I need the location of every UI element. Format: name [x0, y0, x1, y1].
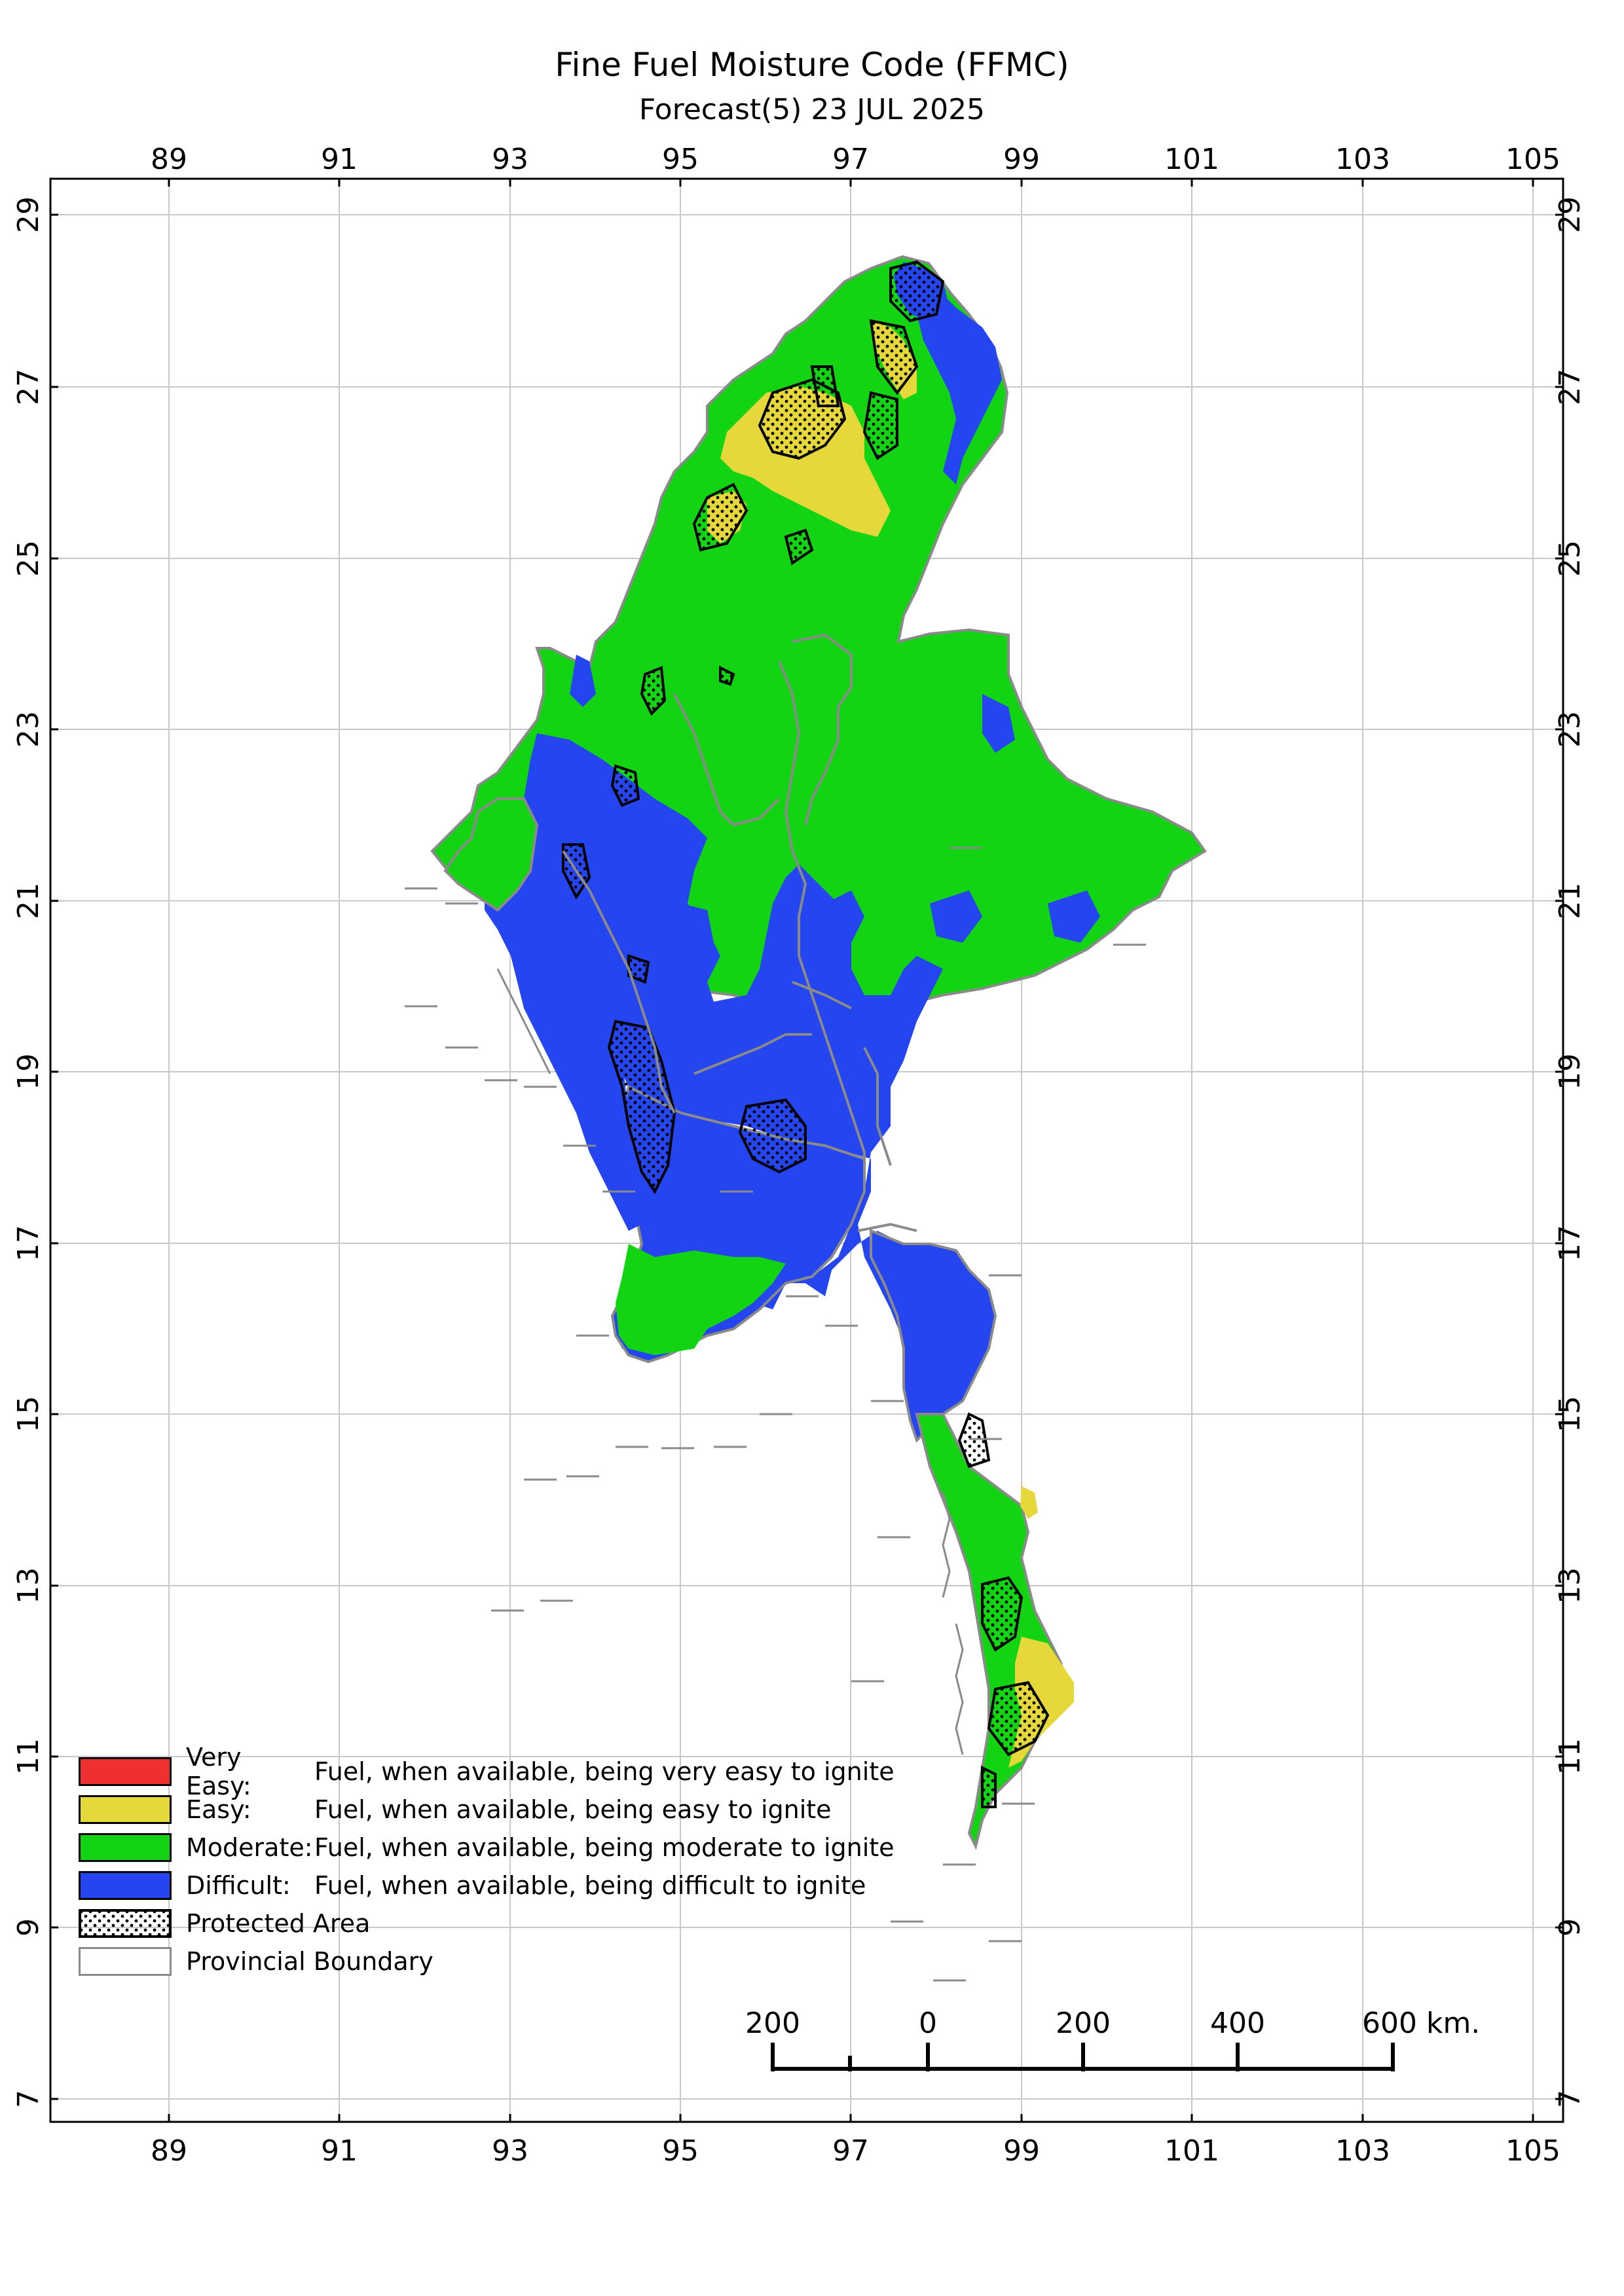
fuel-moisture-map: [405, 255, 1207, 1982]
scale-label-0: 200: [745, 2007, 800, 2040]
y-tick-label-left: 9: [12, 1918, 45, 1937]
legend-item-difficult: Difficult: Fuel, when available, being d…: [79, 1868, 866, 1903]
y-tick-label-right: 11: [1553, 1738, 1587, 1775]
legend-desc: Fuel, when available, being moderate to …: [314, 1833, 895, 1862]
x-tick-labels-bottom: 89 91 93 95 97 99 101 103 105: [151, 2134, 1560, 2168]
y-tick-label-right: 25: [1553, 540, 1587, 577]
y-tick-label-left: 17: [12, 1225, 45, 1262]
x-tick-label-top: 103: [1335, 143, 1390, 176]
x-tick-label-top: 97: [832, 143, 869, 176]
y-tick-label-right: 23: [1553, 711, 1587, 748]
map-frame: [49, 177, 1564, 2123]
x-tick-labels-top: 89 91 93 95 97 99 101 103 105: [151, 143, 1560, 176]
x-tick-label-top: 101: [1164, 143, 1219, 176]
scale-label-2: 200: [1056, 2007, 1111, 2040]
tick-marks: [50, 179, 1563, 2122]
x-tick-label-bottom: 89: [151, 2134, 187, 2168]
provincial-boundaries: [562, 633, 917, 1232]
y-tick-label-left: 13: [12, 1567, 45, 1604]
y-tick-label-right: 9: [1553, 1918, 1587, 1937]
legend-swatch-boundary: [79, 1947, 172, 1976]
legend-boundary-label: Provincial Boundary: [186, 1947, 434, 1976]
legend-desc: Fuel, when available, being difficult to…: [314, 1871, 866, 1900]
y-tick-label-right: 15: [1553, 1396, 1587, 1432]
y-tick-label-right: 29: [1553, 196, 1587, 233]
x-tick-label-top: 91: [321, 143, 358, 176]
easy-zone-mid: [1020, 1486, 1038, 1519]
difficult-patch-1: [668, 903, 714, 962]
legend-item-boundary: Provincial Boundary: [79, 1944, 434, 1978]
y-tick-labels-left: 29 27 25 23 21 19 17 15 13 11 9 7: [12, 196, 45, 2108]
x-tick-label-bottom: 101: [1164, 2134, 1219, 2168]
legend-item-easy: Easy: Fuel, when available, being easy t…: [79, 1793, 832, 1827]
legend-swatch-very-easy: [79, 1757, 172, 1786]
x-tick-label-bottom: 103: [1335, 2134, 1390, 2168]
y-tick-label-right: 19: [1553, 1053, 1587, 1090]
legend-swatch-easy: [79, 1795, 172, 1824]
x-tick-label-bottom: 91: [321, 2134, 358, 2168]
moderate-zone-west: [443, 797, 539, 912]
x-tick-label-bottom: 99: [1003, 2134, 1040, 2168]
y-tick-label-left: 25: [12, 540, 45, 577]
scale-label-1: 0: [919, 2007, 937, 2040]
legend-swatch-difficult: [79, 1871, 172, 1900]
y-tick-label-left: 19: [12, 1053, 45, 1090]
legend-name: Easy:: [186, 1795, 251, 1824]
x-tick-label-top: 105: [1505, 143, 1560, 176]
difficult-patch-6: [982, 694, 1015, 753]
legend-desc: Fuel, when available, being easy to igni…: [314, 1795, 832, 1824]
map-subtitle: Forecast(5) 23 JUL 2025: [638, 93, 986, 126]
x-tick-label-bottom: 105: [1505, 2134, 1560, 2168]
y-tick-label-left: 27: [12, 369, 45, 405]
legend-name: Very Easy:: [186, 1743, 251, 1800]
legend-swatch-protected: [79, 1909, 172, 1938]
legend-swatch-moderate: [79, 1833, 172, 1862]
difficult-patch-5: [570, 655, 596, 707]
legend-item-protected: Protected Area: [79, 1906, 370, 1941]
x-tick-label-top: 95: [662, 143, 699, 176]
y-tick-label-right: 27: [1553, 369, 1587, 405]
coast-fragments: [405, 847, 1146, 1982]
x-tick-label-top: 89: [151, 143, 187, 176]
y-tick-label-right: 7: [1553, 2090, 1587, 2108]
difficult-zone-northeast: [917, 275, 1002, 484]
legend-name: Moderate:: [186, 1833, 313, 1862]
difficult-patch-3: [930, 890, 982, 943]
y-tick-label-left: 15: [12, 1396, 45, 1432]
x-tick-label-bottom: 95: [662, 2134, 699, 2168]
y-tick-label-left: 23: [12, 711, 45, 748]
y-tick-label-left: 29: [12, 196, 45, 233]
legend-name: Difficult:: [186, 1871, 291, 1900]
y-tick-label-right: 17: [1553, 1225, 1587, 1262]
scale-label-4: 600 km.: [1362, 2007, 1480, 2040]
y-tick-label-left: 7: [12, 2090, 45, 2108]
scale-bar: 200 0 200 400 600 km.: [745, 2007, 1480, 2071]
x-tick-label-top: 99: [1003, 143, 1040, 176]
y-tick-labels-right: 29 27 25 23 21 19 17 15 13 11 9 7: [1553, 196, 1587, 2108]
y-tick-label-right: 13: [1553, 1567, 1587, 1604]
x-tick-label-bottom: 97: [832, 2134, 869, 2168]
scale-label-3: 400: [1210, 2007, 1265, 2040]
y-tick-label-left: 11: [12, 1738, 45, 1775]
difficult-patch-2: [825, 890, 864, 943]
difficult-zone-tanintharyi: [870, 1229, 997, 1443]
moderate-zone-delta: [616, 1244, 786, 1355]
legend-desc: Fuel, when available, being very easy to…: [314, 1757, 895, 1786]
difficult-patch-4: [1048, 890, 1100, 943]
legend-item-very-easy: Very Easy: Fuel, when available, being v…: [79, 1743, 895, 1800]
y-tick-label-left: 21: [12, 883, 45, 919]
legend-item-moderate: Moderate: Fuel, when available, being mo…: [79, 1831, 895, 1865]
x-tick-label-bottom: 93: [492, 2134, 528, 2168]
x-tick-label-top: 93: [492, 143, 528, 176]
map-title: Fine Fuel Moisture Code (FFMC): [555, 46, 1069, 84]
difficult-zone-central: [517, 733, 982, 1401]
y-tick-label-right: 21: [1553, 883, 1587, 919]
legend-protected-label: Protected Area: [186, 1909, 371, 1938]
